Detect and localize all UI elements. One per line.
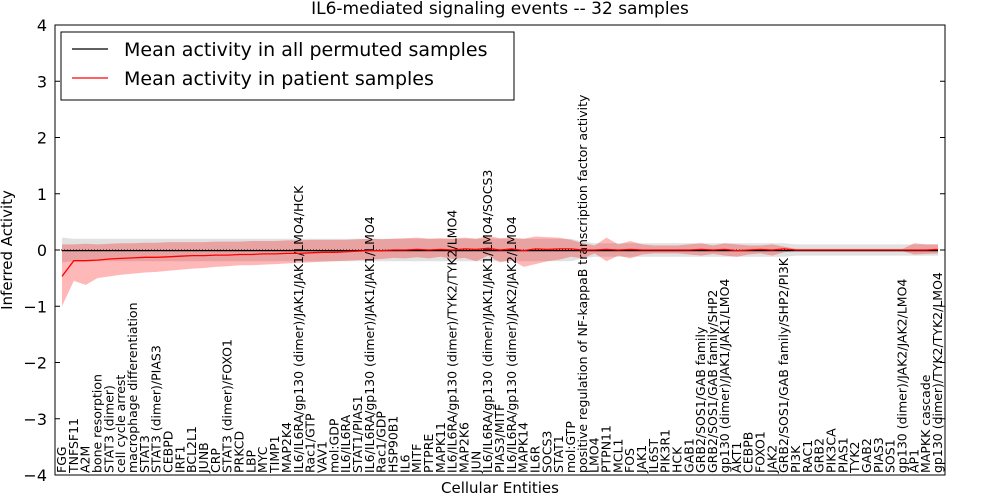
x-tick-label: STAT3 (dimer)/FOXO1 bbox=[220, 339, 235, 473]
x-tick-label: mol:GTP bbox=[563, 421, 578, 473]
x-tick-label: GRB2/SOS1/GAB family/SHP2 bbox=[705, 290, 720, 473]
x-tick-label: AP1 bbox=[906, 449, 921, 473]
x-tick-label: PIK3CA bbox=[824, 428, 839, 473]
x-tick-label: TIMP1 bbox=[267, 435, 282, 474]
x-tick-label: CRP bbox=[208, 448, 223, 473]
y-tick-label: 4 bbox=[37, 16, 47, 35]
x-tick-label: JUNB bbox=[196, 442, 211, 474]
confidence-bands bbox=[62, 235, 938, 307]
y-tick-label: −1 bbox=[23, 297, 47, 316]
x-tick-label: PIK3R1 bbox=[658, 429, 673, 473]
x-tick-label: PI3K bbox=[788, 445, 803, 473]
x-tick-label: GAB2 bbox=[859, 438, 874, 473]
x-tick-label: STAT1 bbox=[551, 435, 566, 473]
x-tick-label: PTPN11 bbox=[599, 425, 614, 473]
x-tick-label: IL6/IL6RA bbox=[338, 414, 353, 473]
x-tick-label: MAPK11 bbox=[433, 422, 448, 473]
x-tick-label: CEBPD bbox=[161, 431, 176, 473]
x-tick-label: CEBPB bbox=[741, 432, 756, 473]
legend: Mean activity in all permuted samples Me… bbox=[60, 31, 515, 101]
x-tick-label: LMO4 bbox=[587, 437, 602, 473]
x-axis-label: Cellular Entities bbox=[441, 479, 559, 497]
x-tick-label: MITF bbox=[409, 444, 424, 473]
y-axis-label: Inferred Activity bbox=[0, 190, 16, 310]
x-tick-label: GAB1 bbox=[681, 438, 696, 473]
x-tick-label: MYC bbox=[255, 446, 270, 473]
x-tick-label: VAV1 bbox=[314, 441, 329, 473]
x-tick-label: IL6/IL6RA/gp130 (dimer)/JAK1/JAK1/LMO4/S… bbox=[480, 170, 495, 473]
legend-label-patient: Mean activity in patient samples bbox=[124, 68, 434, 90]
x-tick-label: IL6 bbox=[397, 454, 412, 473]
x-tick-label: JUN bbox=[468, 451, 483, 474]
x-tick-label: SOCS3 bbox=[539, 431, 554, 473]
series-lines bbox=[61, 247, 939, 277]
x-tick-label: AKT1 bbox=[729, 442, 744, 473]
x-tick-label: TNFSF11 bbox=[66, 418, 81, 474]
x-tick-label: PRKCD bbox=[232, 431, 247, 473]
x-tick-label: RAC1 bbox=[800, 440, 815, 473]
x-tick-label: IL6/IL6RA/gp130 (dimer)/JAK1/JAK1/LMO4 bbox=[362, 216, 377, 473]
y-tick-label: 0 bbox=[37, 241, 47, 260]
x-tick-label: FOS bbox=[622, 448, 637, 473]
x-tick-label: BCL2L1 bbox=[184, 426, 199, 473]
x-tick-label: LBP bbox=[243, 449, 258, 473]
x-tick-label: FGG bbox=[54, 446, 69, 473]
y-tick-label: 1 bbox=[37, 185, 47, 204]
line-series-1 bbox=[61, 247, 939, 277]
x-tick-label: STAT3 (dimer)/PIAS3 bbox=[149, 345, 164, 473]
x-tick-label: STAT3 (dimer) bbox=[101, 385, 116, 473]
x-tick-label: PIAS3 bbox=[871, 437, 886, 473]
chart-title: IL6-mediated signaling events -- 32 samp… bbox=[311, 0, 689, 19]
x-tick-label: GRB2/SOS1/GAB family bbox=[693, 326, 708, 473]
x-tick-label: MCL1 bbox=[610, 439, 625, 473]
x-tick-label: MAPK14 bbox=[516, 422, 531, 473]
y-tick-label: −3 bbox=[23, 410, 47, 429]
y-tick-label: −2 bbox=[23, 354, 47, 373]
y-tick-label: 2 bbox=[37, 129, 47, 148]
x-tick-label: mol:GDP bbox=[326, 418, 341, 473]
x-tick-label: JAK2 bbox=[764, 445, 779, 474]
x-tick-label: A2M bbox=[78, 446, 93, 473]
x-tick-label: PIAS1 bbox=[835, 437, 850, 473]
x-tick-label: STAT3 bbox=[137, 435, 152, 473]
x-tick-label: IL6/IL6RA/gp130 (dimer)/JAK2/JAK2/LMO4 bbox=[504, 216, 519, 473]
x-tick-label: Rac1/GDP bbox=[374, 411, 389, 473]
y-axis-ticks: 4 3 2 1 0 −1 −2 −3 −4 bbox=[23, 16, 945, 485]
plot-frame bbox=[54, 24, 946, 476]
x-tick-label: positive regulation of NF-kappaB transcr… bbox=[575, 94, 590, 473]
x-tick-label: gp130 (dimer)/JAK1/JAK1/LMO4 bbox=[717, 279, 732, 473]
x-tick-label: gp130 (dimer)/TYK2/TYK2/LMO4 bbox=[930, 272, 945, 473]
x-tick-label: HCK bbox=[670, 446, 685, 473]
x-tick-label: FOXO1 bbox=[752, 431, 767, 473]
x-tick-label: IL6/IL6RA/gp130 (dimer)/JAK1/JAK1/LMO4/H… bbox=[291, 185, 306, 473]
x-tick-label: MAPKK cascade bbox=[918, 374, 933, 473]
x-tick-label: IL6R bbox=[528, 445, 543, 473]
legend-label-permuted: Mean activity in all permuted samples bbox=[124, 39, 487, 61]
x-tick-label: HSP90B1 bbox=[386, 416, 401, 473]
x-tick-label: IL6/IL6RA/gp130 (dimer)/TYK2/TYK2/LMO4 bbox=[445, 210, 460, 473]
x-tick-label: macrophage differentiation bbox=[125, 302, 140, 473]
legend-box bbox=[60, 31, 515, 101]
x-tick-label: PTPRE bbox=[421, 434, 436, 473]
x-tick-label: JAK1 bbox=[634, 445, 649, 474]
x-tick-label: PIAS3/MITF bbox=[492, 404, 507, 473]
x-tick-label: cell cycle arrest bbox=[113, 375, 128, 473]
x-tick-label: MAP2K6 bbox=[457, 422, 472, 473]
x-tick-label: TYK2 bbox=[847, 442, 862, 474]
x-tick-label: GRB2/SOS1/GAB family/SHP2/PI3K bbox=[776, 257, 791, 473]
x-tick-label: IRF1 bbox=[172, 445, 187, 473]
x-tick-label: Rac1/GTP bbox=[303, 413, 318, 473]
x-tick-label: GRB2 bbox=[812, 438, 827, 473]
x-tick-label: SOS1 bbox=[883, 439, 898, 473]
x-tick-label: STAT1/PIAS1 bbox=[350, 395, 365, 473]
x-tick-label: IL6ST bbox=[646, 438, 661, 473]
x-tick-label: MAP2K4 bbox=[279, 422, 294, 473]
x-tick-label: gp130 (dimer)/JAK2/JAK2/LMO4 bbox=[895, 279, 910, 473]
y-tick-label: 3 bbox=[37, 72, 47, 91]
y-tick-label: −4 bbox=[23, 466, 47, 485]
x-tick-label: bone resorption bbox=[90, 374, 105, 473]
